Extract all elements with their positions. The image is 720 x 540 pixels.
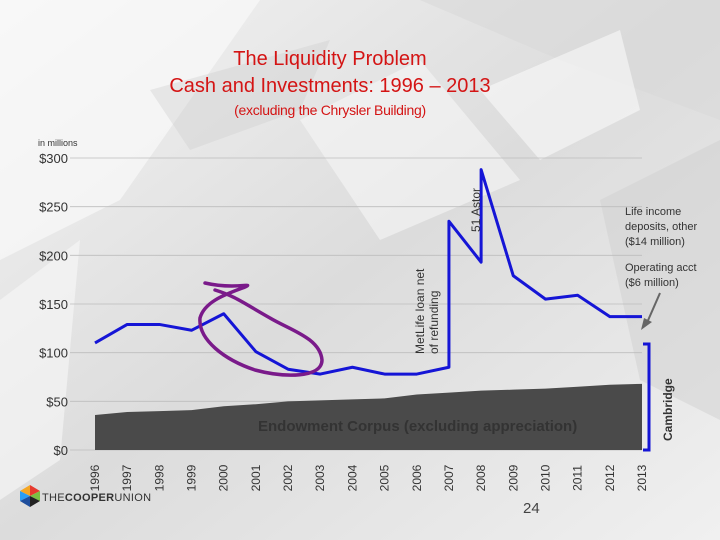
x-tick-label-2003: 2003 — [313, 464, 327, 491]
chart-title: The Liquidity Problem — [233, 48, 427, 70]
operating-label-0: Operating acct — [625, 262, 697, 274]
metlife-label-line1: MetLife loan net — [413, 268, 427, 354]
page-number: 24 — [523, 500, 540, 517]
logo-text-cooper: COOPER — [64, 492, 115, 504]
y-tick-label-100: $100 — [39, 346, 68, 361]
life-income-label-1: deposits, other — [625, 221, 697, 233]
x-tick-label-2006: 2006 — [410, 464, 424, 491]
life-income-label-0: Life income — [625, 206, 681, 218]
x-tick-label-2010: 2010 — [538, 464, 552, 491]
x-tick-label-1998: 1998 — [152, 464, 166, 491]
x-tick-label-2007: 2007 — [442, 464, 456, 491]
x-tick-label-2009: 2009 — [506, 464, 520, 491]
y-tick-label-200: $200 — [39, 248, 68, 263]
operating-label-1: ($6 million) — [625, 277, 679, 289]
x-tick-label-2008: 2008 — [474, 464, 488, 491]
x-tick-label-1999: 1999 — [185, 464, 199, 491]
y-tick-label-300: $300 — [39, 151, 68, 166]
y-tick-label-150: $150 — [39, 297, 68, 312]
x-tick-label-2004: 2004 — [345, 464, 359, 491]
cambridge-label: Cambridge — [661, 378, 675, 441]
annotation-arrow-head — [641, 318, 652, 330]
cooper-union-logo-icon — [20, 485, 40, 507]
cambridge-bracket — [643, 342, 651, 452]
x-tick-label-1997: 1997 — [120, 464, 134, 491]
y-tick-label-50: $50 — [46, 394, 68, 409]
logo-text-union: UNION — [114, 492, 152, 504]
endowment-area — [95, 383, 642, 450]
x-tick-label-2005: 2005 — [378, 464, 392, 491]
endowment-label: Endowment Corpus (excluding appreciation… — [258, 418, 577, 435]
chart-note: (excluding the Chrysler Building) — [234, 102, 426, 118]
hand-drawn-circle — [198, 281, 324, 377]
x-tick-label-1996: 1996 — [88, 464, 102, 491]
chart-subtitle: Cash and Investments: 1996 – 2013 — [169, 75, 491, 97]
metlife-label-line2: of refunding — [427, 291, 441, 354]
y-tick-label-250: $250 — [39, 200, 68, 215]
logo-text: THECOOPERUNION — [42, 492, 151, 504]
life-income-label-2: ($14 million) — [625, 236, 685, 248]
x-tick-label-2001: 2001 — [249, 464, 263, 491]
x-tick-label-2012: 2012 — [603, 464, 617, 491]
x-tick-label-2000: 2000 — [217, 464, 231, 491]
x-tick-label-2002: 2002 — [281, 464, 295, 491]
logo-text-the: THE — [42, 492, 65, 504]
cash-investments-line — [94, 168, 642, 376]
x-tick-label-2013: 2013 — [635, 464, 649, 491]
units-label: in millions — [38, 138, 78, 148]
x-tick-label-2011: 2011 — [571, 465, 585, 491]
astor-label: 51 Astor — [469, 188, 483, 232]
y-tick-label-0: $0 — [54, 443, 68, 458]
annotation-arrow — [645, 292, 661, 326]
